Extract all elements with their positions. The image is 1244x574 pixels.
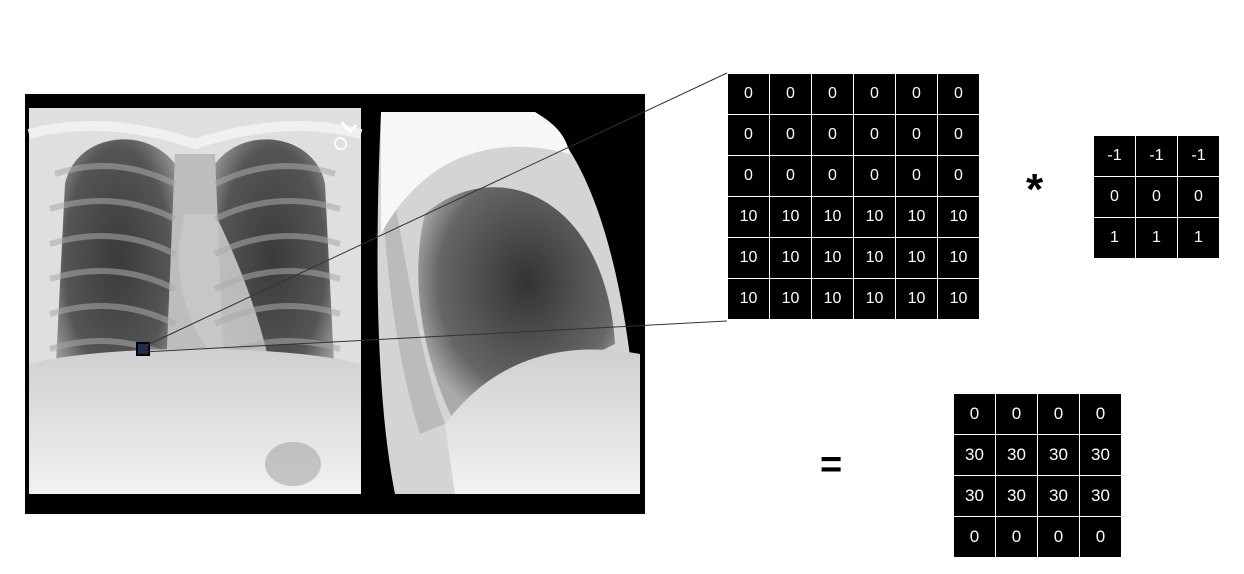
output-matrix-cell: 30 [954, 476, 995, 516]
kernel-matrix-cell: 0 [1136, 177, 1177, 217]
output-matrix-cell: 0 [1038, 394, 1079, 434]
output-matrix-cell: 0 [1080, 517, 1121, 557]
input-matrix-cell: 0 [728, 156, 769, 196]
input-matrix-cell: 0 [770, 115, 811, 155]
kernel-matrix-cell: -1 [1094, 136, 1135, 176]
lateral-view [377, 112, 640, 494]
output-matrix-cell: 0 [1080, 394, 1121, 434]
input-matrix-cell: 10 [896, 238, 937, 278]
input-matrix-cell: 10 [728, 279, 769, 319]
chest-xray-icon: O L [27, 108, 640, 494]
chest-xray-image: O L [25, 94, 645, 514]
input-matrix-cell: 10 [812, 197, 853, 237]
equals-operator: = [820, 444, 843, 486]
output-matrix-cell: 0 [996, 394, 1037, 434]
input-matrix-cell: 0 [770, 74, 811, 114]
output-matrix: 0 0 0 0 30 30 30 30 30 30 30 30 0 0 0 0 [953, 393, 1122, 558]
input-matrix-cell: 10 [938, 279, 979, 319]
input-matrix-cell: 10 [938, 238, 979, 278]
frontal-view [27, 108, 363, 494]
input-matrix-cell: 10 [728, 197, 769, 237]
input-matrix-cell: 0 [812, 115, 853, 155]
input-matrix: 0 0 0 0 0 0 0 0 0 0 0 0 0 0 0 0 0 0 10 10 10 10 10 10 10 10 10 10 10… [727, 73, 980, 320]
input-matrix-cell: 10 [854, 197, 895, 237]
input-matrix-cell: 10 [854, 279, 895, 319]
input-matrix-cell: 10 [812, 279, 853, 319]
kernel-matrix: -1 -1 -1 0 0 0 1 1 1 [1093, 135, 1220, 259]
input-matrix-cell: 0 [854, 74, 895, 114]
output-matrix-cell: 30 [996, 476, 1037, 516]
highlight-box [136, 342, 150, 356]
kernel-matrix-cell: -1 [1178, 136, 1219, 176]
input-matrix-cell: 10 [938, 197, 979, 237]
output-matrix-cell: 0 [996, 517, 1037, 557]
kernel-matrix-cell: 1 [1094, 218, 1135, 258]
kernel-matrix-cell: 1 [1178, 218, 1219, 258]
input-matrix-cell: 0 [812, 156, 853, 196]
kernel-matrix-cell: 0 [1178, 177, 1219, 217]
input-matrix-cell: 0 [896, 74, 937, 114]
output-matrix-cell: 30 [954, 435, 995, 475]
kernel-matrix-cell: 0 [1094, 177, 1135, 217]
input-matrix-cell: 0 [854, 115, 895, 155]
input-matrix-cell: 10 [896, 197, 937, 237]
input-matrix-cell: 10 [896, 279, 937, 319]
input-matrix-cell: 0 [938, 115, 979, 155]
output-matrix-cell: 30 [1038, 435, 1079, 475]
output-matrix-cell: 0 [954, 517, 995, 557]
input-matrix-cell: 0 [938, 74, 979, 114]
input-matrix-cell: 0 [728, 74, 769, 114]
input-matrix-cell: 10 [770, 238, 811, 278]
input-matrix-cell: 10 [812, 238, 853, 278]
output-matrix-cell: 0 [954, 394, 995, 434]
convolution-operator: * [1026, 165, 1044, 214]
output-matrix-cell: 0 [1038, 517, 1079, 557]
input-matrix-cell: 10 [770, 279, 811, 319]
input-matrix-cell: 0 [938, 156, 979, 196]
input-matrix-cell: 0 [770, 156, 811, 196]
input-matrix-cell: 0 [812, 74, 853, 114]
input-matrix-cell: 0 [728, 115, 769, 155]
kernel-matrix-cell: -1 [1136, 136, 1177, 176]
input-matrix-cell: 10 [770, 197, 811, 237]
output-matrix-cell: 30 [1080, 435, 1121, 475]
kernel-matrix-cell: 1 [1136, 218, 1177, 258]
input-matrix-cell: 10 [854, 238, 895, 278]
output-matrix-cell: 30 [1080, 476, 1121, 516]
output-matrix-cell: 30 [1038, 476, 1079, 516]
input-matrix-cell: 10 [728, 238, 769, 278]
input-matrix-cell: 0 [896, 115, 937, 155]
input-matrix-cell: 0 [854, 156, 895, 196]
input-matrix-cell: 0 [896, 156, 937, 196]
output-matrix-cell: 30 [996, 435, 1037, 475]
